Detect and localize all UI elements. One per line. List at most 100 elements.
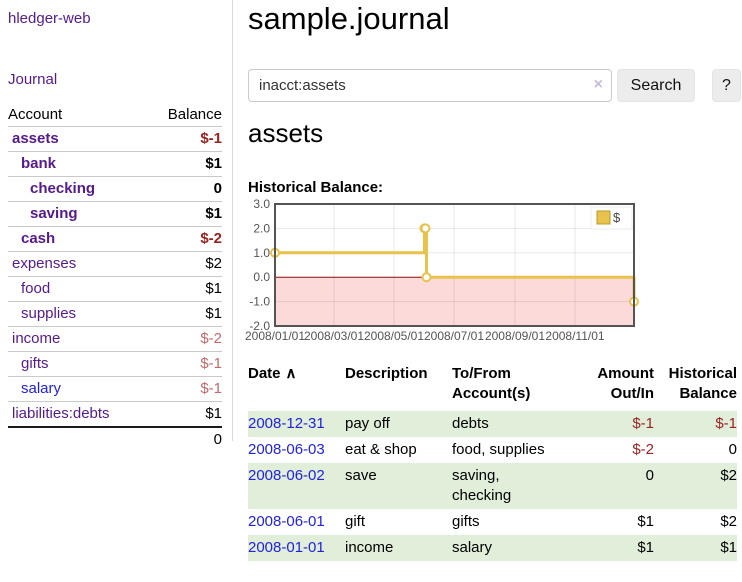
txn-description-cell: save xyxy=(345,463,452,509)
svg-text:-2.0: -2.0 xyxy=(249,319,270,333)
txn-amount-cell: $-2 xyxy=(632,441,654,458)
account-balance: $1 xyxy=(147,301,222,327)
txn-description-cell: eat & shop xyxy=(345,441,417,458)
account-name-cell: income xyxy=(8,326,148,352)
account-name-cell: supplies xyxy=(8,301,148,327)
register-col-date[interactable]: Date ∧ xyxy=(248,365,297,382)
account-row: checking 0 xyxy=(8,176,222,202)
account-link-checking[interactable]: checking xyxy=(30,180,96,197)
account-link-income[interactable]: income xyxy=(12,330,61,347)
account-row: supplies $1 xyxy=(8,301,222,327)
svg-text:2.0: 2.0 xyxy=(253,221,270,235)
txn-date-link[interactable]: 2008-01-01 xyxy=(248,539,325,556)
txn-date-link[interactable]: 2008-06-01 xyxy=(248,513,325,530)
balance-chart-svg: $3.0 2.0 1.0 0.0 -1.0 -2.02008/01/012008/03/0… xyxy=(245,197,639,343)
svg-text:-1.0: -1.0 xyxy=(249,295,270,309)
account-balance: $1 xyxy=(147,201,222,227)
accounts-col-account: Account xyxy=(8,106,63,123)
main-content: sample.journal × Search ? assets Histori… xyxy=(245,0,741,582)
account-link-saving[interactable]: saving xyxy=(30,205,78,222)
app-title-link[interactable]: hledger-web xyxy=(8,10,91,27)
account-name-cell: expenses xyxy=(8,251,148,277)
help-button[interactable]: ? xyxy=(712,69,741,102)
account-balance: $-1 xyxy=(147,126,222,152)
accounts-col-balance: Balance xyxy=(167,106,222,123)
txn-balance-cell: 0 xyxy=(728,441,737,458)
transaction-row[interactable]: 2008-06-03 eat & shop food, supplies $-2 0 xyxy=(248,437,737,463)
account-link-liabilities-debts[interactable]: liabilities:debts xyxy=(12,405,110,422)
account-name-cell: checking xyxy=(8,176,148,202)
txn-amount-cell: $1 xyxy=(637,513,654,530)
transaction-row[interactable]: 2008-06-02 save saving, checking 0 $2 xyxy=(248,463,737,509)
txn-date-cell: 2008-12-31 xyxy=(248,411,345,437)
svg-text:1.0: 1.0 xyxy=(253,246,270,260)
accounts-total-value: 0 xyxy=(147,426,222,452)
txn-date-cell: 2008-06-01 xyxy=(248,509,345,535)
sidebar-item-journal[interactable]: Journal xyxy=(8,71,58,88)
account-balance: $-2 xyxy=(147,226,222,252)
svg-text:2008/07/01: 2008/07/01 xyxy=(424,329,484,343)
txn-description-cell: income xyxy=(345,535,452,561)
transaction-row[interactable]: 2008-12-31 pay off debts $-1 $-1 xyxy=(248,411,737,437)
accounts-body: assets $-1 bank $1 checking 0 saving $1 cash $-2 e… xyxy=(8,126,222,427)
search-form: × Search ? xyxy=(248,69,741,102)
account-link-cash[interactable]: cash xyxy=(21,230,56,247)
account-row: cash $-2 xyxy=(8,226,222,252)
account-link-bank[interactable]: bank xyxy=(21,155,57,172)
txn-date-link[interactable]: 2008-06-02 xyxy=(248,467,325,484)
txn-balance-cell: $-1 xyxy=(654,411,737,437)
svg-text:0.0: 0.0 xyxy=(253,270,270,284)
accounts-header-row: Account Balance xyxy=(8,103,222,127)
txn-date-link[interactable]: 2008-12-31 xyxy=(248,415,325,432)
account-link-supplies[interactable]: supplies xyxy=(21,305,77,322)
register-col-amount: Amount Out/In xyxy=(597,365,654,402)
accounts-total-spacer xyxy=(8,426,148,452)
txn-accounts-cell: debts xyxy=(452,411,572,437)
account-name-cell: bank xyxy=(8,151,148,177)
account-link-assets[interactable]: assets xyxy=(12,130,59,147)
account-row: expenses $2 xyxy=(8,251,222,277)
sort-ascending-icon: ∧ xyxy=(285,365,297,382)
txn-description-cell: pay off xyxy=(345,411,452,437)
account-row: salary $-1 xyxy=(8,376,222,402)
txn-date-link[interactable]: 2008-06-03 xyxy=(248,441,325,458)
svg-text:3.0: 3.0 xyxy=(253,197,270,211)
txn-accounts-cell: food, supplies xyxy=(452,441,545,458)
register-col-balance: Historical Balance xyxy=(668,365,737,402)
accounts-table: Account Balance assets $-1 bank $1 checking 0… xyxy=(8,103,222,452)
account-balance: $-2 xyxy=(147,326,222,352)
transaction-row[interactable]: 2008-06-01 gift gifts $1 $2 xyxy=(248,509,737,535)
register-body: 2008-12-31 pay off debts $-1 $-1 2008-06-03 ea… xyxy=(248,411,737,561)
txn-accounts-cell: salary xyxy=(452,535,572,561)
svg-text:2008/09/01: 2008/09/01 xyxy=(485,329,545,343)
account-balance: $1 xyxy=(147,151,222,177)
account-row: saving $1 xyxy=(8,201,222,227)
txn-date-cell: 2008-01-01 xyxy=(248,535,345,561)
svg-text:$: $ xyxy=(613,210,621,225)
transaction-row[interactable]: 2008-01-01 income salary $1 $1 xyxy=(248,535,737,561)
account-link-food[interactable]: food xyxy=(21,280,51,297)
txn-description-cell: gift xyxy=(345,513,366,530)
account-name-cell: assets xyxy=(8,126,148,152)
search-button[interactable]: Search xyxy=(617,69,695,102)
txn-date-cell: 2008-06-03 xyxy=(248,437,345,463)
account-row: liabilities:debts $1 xyxy=(8,401,222,427)
account-row: gifts $-1 xyxy=(8,351,222,377)
account-balance: $-1 xyxy=(147,351,222,377)
account-link-salary[interactable]: salary xyxy=(21,380,62,397)
register-col-description: Description xyxy=(345,365,428,382)
account-balance: $-1 xyxy=(147,376,222,402)
search-input[interactable] xyxy=(248,69,612,102)
svg-text:2008/01/01: 2008/01/01 xyxy=(245,329,305,343)
account-link-expenses[interactable]: expenses xyxy=(12,255,77,272)
svg-text:2008/05/01: 2008/05/01 xyxy=(364,329,424,343)
account-row: bank $1 xyxy=(8,151,222,177)
txn-balance-cell: $2 xyxy=(654,463,737,509)
page-title: sample.journal xyxy=(248,1,450,36)
account-name-cell: liabilities:debts xyxy=(8,401,148,427)
txn-accounts-cell: saving, checking xyxy=(452,463,572,509)
balance-chart: $3.0 2.0 1.0 0.0 -1.0 -2.0 2008/01/01 2008/03/0… xyxy=(245,197,639,344)
account-link-gifts[interactable]: gifts xyxy=(21,355,49,372)
account-row: food $1 xyxy=(8,276,222,302)
clear-search-icon[interactable]: × xyxy=(593,76,603,93)
